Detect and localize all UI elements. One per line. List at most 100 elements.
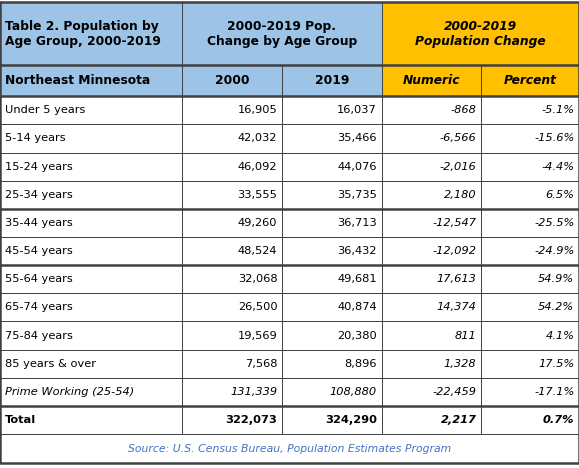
Bar xyxy=(282,237,382,265)
Bar xyxy=(182,406,282,434)
Bar xyxy=(382,2,579,65)
Bar xyxy=(481,96,579,124)
Text: 2000-2019 Pop.
Change by Age Group: 2000-2019 Pop. Change by Age Group xyxy=(207,20,357,48)
Bar xyxy=(0,237,182,265)
Text: Source: U.S. Census Bureau, Population Estimates Program: Source: U.S. Census Bureau, Population E… xyxy=(128,444,451,453)
Bar xyxy=(282,350,382,378)
Text: 54.2%: 54.2% xyxy=(538,302,574,313)
Bar xyxy=(282,209,382,237)
Text: -12,092: -12,092 xyxy=(433,246,477,256)
Text: 48,524: 48,524 xyxy=(238,246,277,256)
Bar xyxy=(0,209,182,237)
Bar xyxy=(182,293,282,322)
Text: 324,290: 324,290 xyxy=(325,415,377,425)
Bar xyxy=(481,181,579,209)
Text: 7,568: 7,568 xyxy=(245,358,277,369)
Bar xyxy=(182,265,282,293)
Text: -5.1%: -5.1% xyxy=(541,105,574,115)
Text: -4.4%: -4.4% xyxy=(541,161,574,172)
Bar xyxy=(182,96,282,124)
Text: 49,681: 49,681 xyxy=(338,274,377,284)
Bar xyxy=(481,124,579,153)
Bar xyxy=(182,181,282,209)
Text: Total: Total xyxy=(5,415,36,425)
Bar xyxy=(182,124,282,153)
Text: 2,217: 2,217 xyxy=(441,415,477,425)
Bar xyxy=(282,181,382,209)
Text: 36,713: 36,713 xyxy=(337,218,377,228)
Bar xyxy=(481,378,579,406)
Bar xyxy=(382,265,481,293)
Bar xyxy=(282,378,382,406)
Text: 0.7%: 0.7% xyxy=(543,415,574,425)
Text: 4.1%: 4.1% xyxy=(545,330,574,341)
Text: 32,068: 32,068 xyxy=(238,274,277,284)
Text: 42,032: 42,032 xyxy=(238,133,277,144)
Bar xyxy=(182,65,282,96)
Text: 2000: 2000 xyxy=(215,74,250,87)
Bar xyxy=(382,322,481,350)
Bar xyxy=(382,65,481,96)
Text: 35-44 years: 35-44 years xyxy=(5,218,72,228)
Text: 45-54 years: 45-54 years xyxy=(5,246,72,256)
Bar xyxy=(282,265,382,293)
Bar xyxy=(282,153,382,181)
Bar xyxy=(0,293,182,322)
Bar xyxy=(382,350,481,378)
Text: 36,432: 36,432 xyxy=(338,246,377,256)
Bar xyxy=(481,153,579,181)
Bar xyxy=(481,322,579,350)
Text: 46,092: 46,092 xyxy=(238,161,277,172)
Text: 8,896: 8,896 xyxy=(345,358,377,369)
Text: 49,260: 49,260 xyxy=(238,218,277,228)
Bar xyxy=(182,153,282,181)
Bar xyxy=(481,293,579,322)
Text: Numeric: Numeric xyxy=(402,74,460,87)
Bar xyxy=(282,293,382,322)
Text: 35,735: 35,735 xyxy=(337,190,377,200)
Bar xyxy=(481,350,579,378)
Bar xyxy=(0,322,182,350)
Bar xyxy=(382,237,481,265)
Text: 20,380: 20,380 xyxy=(337,330,377,341)
Bar xyxy=(382,181,481,209)
Bar xyxy=(282,322,382,350)
Bar xyxy=(282,96,382,124)
Text: Northeast Minnesota: Northeast Minnesota xyxy=(5,74,150,87)
Text: 811: 811 xyxy=(455,330,477,341)
Text: Under 5 years: Under 5 years xyxy=(5,105,85,115)
Bar xyxy=(0,124,182,153)
Bar xyxy=(481,265,579,293)
Bar xyxy=(0,65,182,96)
Bar xyxy=(382,293,481,322)
Bar xyxy=(0,2,182,65)
Bar xyxy=(0,434,579,463)
Bar xyxy=(182,237,282,265)
Bar xyxy=(182,209,282,237)
Bar xyxy=(0,153,182,181)
Text: 65-74 years: 65-74 years xyxy=(5,302,72,313)
Bar xyxy=(382,124,481,153)
Text: 26,500: 26,500 xyxy=(238,302,277,313)
Bar xyxy=(382,378,481,406)
Text: 40,874: 40,874 xyxy=(338,302,377,313)
Text: 1,328: 1,328 xyxy=(444,358,477,369)
Bar xyxy=(0,265,182,293)
Bar xyxy=(282,124,382,153)
Bar xyxy=(182,2,382,65)
Text: 16,905: 16,905 xyxy=(237,105,277,115)
Text: Table 2. Population by
Age Group, 2000-2019: Table 2. Population by Age Group, 2000-2… xyxy=(5,20,160,48)
Bar xyxy=(382,153,481,181)
Text: 55-64 years: 55-64 years xyxy=(5,274,72,284)
Bar xyxy=(182,350,282,378)
Bar xyxy=(282,406,382,434)
Text: 33,555: 33,555 xyxy=(237,190,277,200)
Text: Prime Working (25-54): Prime Working (25-54) xyxy=(5,387,134,397)
Bar xyxy=(481,406,579,434)
Text: 5-14 years: 5-14 years xyxy=(5,133,65,144)
Text: 35,466: 35,466 xyxy=(338,133,377,144)
Text: 25-34 years: 25-34 years xyxy=(5,190,72,200)
Text: 75-84 years: 75-84 years xyxy=(5,330,72,341)
Text: 14,374: 14,374 xyxy=(437,302,477,313)
Text: -24.9%: -24.9% xyxy=(534,246,574,256)
